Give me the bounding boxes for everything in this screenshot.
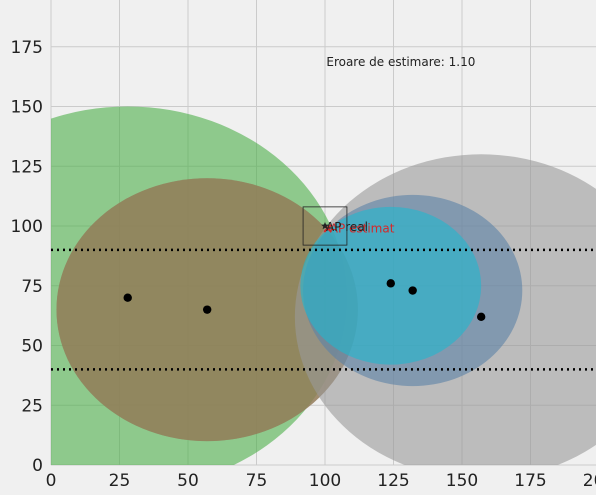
- x-tick-label: 25: [109, 471, 131, 491]
- anchor-point-3: [408, 286, 417, 295]
- x-tick-label: 125: [377, 471, 409, 491]
- y-tick-label: 175: [11, 38, 43, 58]
- ap-estimat-marker-stroke: [323, 224, 332, 233]
- anchor-point-2: [386, 279, 395, 288]
- x-tick-label: 75: [246, 471, 268, 491]
- y-tick-label: 50: [21, 337, 43, 357]
- ap-real-marker: [321, 222, 329, 230]
- ap-box: [302, 206, 348, 246]
- estimation-error-text: Eroare de estimare: 1.10: [326, 55, 475, 69]
- x-tick-label: 150: [446, 471, 478, 491]
- y-tick-label: 25: [21, 396, 43, 416]
- x-tick-label: 200: [583, 471, 596, 491]
- x-tick-label: 100: [309, 471, 341, 491]
- x-tick-label: 50: [177, 471, 199, 491]
- y-tick-label: 100: [11, 217, 43, 237]
- y-tick-label: 0: [32, 456, 43, 476]
- x-tick-label: 175: [514, 471, 546, 491]
- anchor-point-4: [476, 312, 486, 322]
- ap-estimat-label: AP estimat: [330, 221, 395, 235]
- x-tick-label: 0: [46, 471, 57, 491]
- y-tick-label: 150: [11, 98, 43, 118]
- anchor-point-0: [123, 293, 132, 302]
- anchor-point-1: [202, 305, 212, 314]
- y-tick-label: 125: [11, 157, 43, 177]
- y-tick-label: 75: [21, 277, 43, 297]
- ap-real-label: AP real: [326, 220, 368, 234]
- ap-real-star: [321, 222, 329, 230]
